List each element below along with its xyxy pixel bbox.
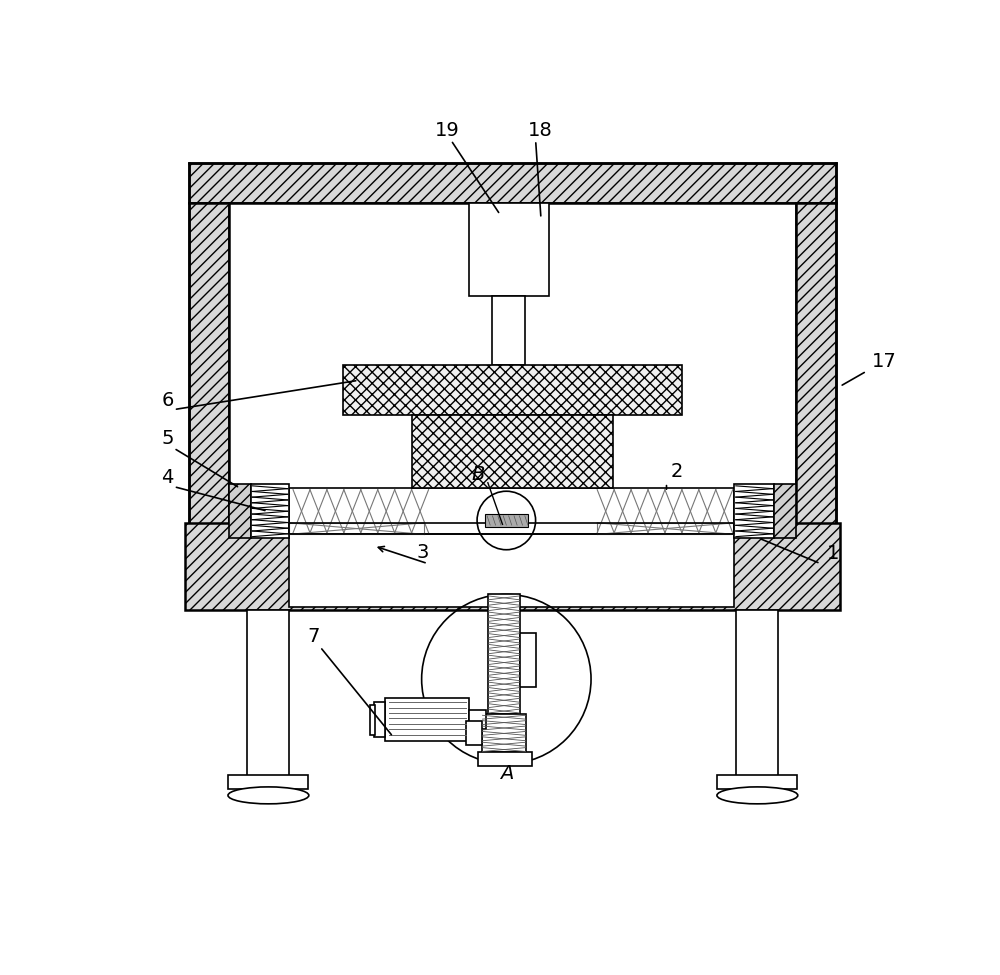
Text: 7: 7	[308, 627, 320, 646]
Text: 4: 4	[161, 468, 174, 487]
Bar	[466, 722, 482, 745]
Text: 17: 17	[872, 352, 897, 371]
Text: 1: 1	[827, 544, 839, 563]
Bar	[251, 485, 289, 538]
Text: 19: 19	[435, 121, 459, 140]
Bar	[229, 203, 796, 562]
Bar	[289, 526, 734, 606]
Bar	[482, 714, 526, 753]
Ellipse shape	[228, 787, 309, 803]
Bar	[189, 203, 229, 562]
Text: 3: 3	[416, 543, 429, 563]
Bar	[734, 485, 774, 538]
Text: A: A	[500, 764, 513, 783]
Text: 6: 6	[161, 391, 174, 410]
Bar	[247, 609, 289, 779]
Bar	[189, 163, 836, 203]
Bar	[478, 753, 532, 766]
Bar	[370, 705, 375, 734]
Bar	[469, 203, 549, 295]
Bar	[374, 702, 385, 737]
Text: 5: 5	[161, 429, 174, 448]
Text: 2: 2	[671, 462, 683, 482]
Bar	[343, 365, 682, 415]
Bar	[185, 523, 840, 609]
Bar	[469, 710, 486, 729]
Text: B: B	[471, 465, 485, 485]
Bar	[492, 295, 525, 365]
Bar	[229, 485, 251, 538]
Bar	[717, 775, 797, 789]
Bar	[774, 485, 796, 538]
Bar	[520, 633, 536, 686]
Bar	[488, 595, 520, 714]
Bar	[736, 609, 778, 779]
Bar	[289, 488, 734, 534]
Bar	[385, 698, 469, 741]
Bar	[485, 515, 528, 527]
Bar	[796, 203, 836, 562]
Bar	[289, 523, 734, 534]
Text: 18: 18	[528, 121, 553, 140]
Bar	[412, 415, 613, 488]
Bar	[228, 775, 308, 789]
Ellipse shape	[717, 787, 798, 803]
